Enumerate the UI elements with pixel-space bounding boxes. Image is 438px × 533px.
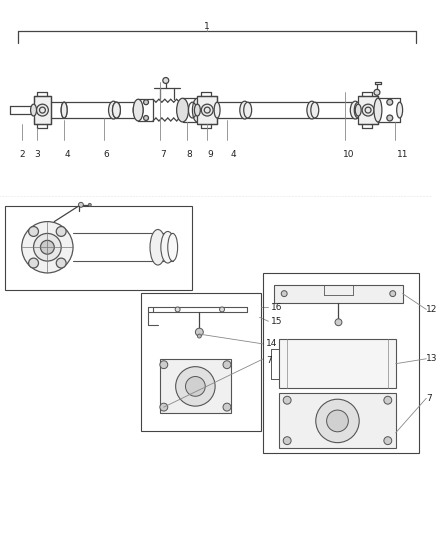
Circle shape [144, 100, 148, 104]
Circle shape [387, 115, 393, 121]
Text: 3: 3 [35, 150, 40, 159]
Ellipse shape [133, 99, 143, 121]
Circle shape [144, 116, 148, 120]
Text: 7: 7 [426, 394, 432, 403]
Circle shape [223, 403, 231, 411]
Bar [264, 273, 420, 453]
Circle shape [283, 437, 291, 445]
Ellipse shape [61, 102, 67, 118]
Circle shape [374, 90, 380, 95]
Ellipse shape [307, 101, 317, 119]
Circle shape [219, 307, 225, 312]
Text: 1: 1 [205, 22, 210, 31]
Ellipse shape [192, 98, 202, 122]
Circle shape [384, 437, 392, 445]
Ellipse shape [327, 410, 348, 432]
Ellipse shape [374, 98, 382, 122]
Text: 13: 13 [426, 354, 438, 364]
Text: 14: 14 [266, 340, 278, 349]
Circle shape [390, 290, 396, 296]
Text: 11: 11 [397, 150, 408, 159]
Ellipse shape [397, 102, 403, 118]
Ellipse shape [176, 367, 215, 406]
Circle shape [281, 290, 287, 296]
Circle shape [28, 227, 39, 237]
Ellipse shape [186, 376, 205, 396]
Circle shape [283, 396, 291, 404]
Bar [141, 293, 261, 431]
Ellipse shape [316, 399, 359, 442]
Ellipse shape [113, 102, 120, 118]
Bar [358, 96, 378, 124]
Ellipse shape [161, 231, 175, 263]
Circle shape [335, 319, 342, 326]
Circle shape [88, 204, 91, 206]
Circle shape [198, 334, 201, 338]
Ellipse shape [355, 104, 361, 116]
Circle shape [201, 104, 213, 116]
Ellipse shape [31, 104, 36, 116]
Ellipse shape [240, 101, 250, 119]
Bar [160, 359, 231, 413]
Circle shape [362, 104, 374, 116]
Bar [34, 96, 51, 124]
Circle shape [387, 99, 393, 105]
Text: 15: 15 [272, 317, 283, 326]
Circle shape [56, 227, 66, 237]
Ellipse shape [113, 102, 120, 118]
Circle shape [160, 403, 168, 411]
Ellipse shape [61, 102, 67, 118]
Circle shape [40, 240, 54, 254]
Text: 9: 9 [207, 150, 213, 159]
Ellipse shape [133, 101, 143, 119]
Text: 16: 16 [272, 303, 283, 312]
Text: 6: 6 [104, 150, 110, 159]
Text: 7: 7 [160, 150, 166, 159]
Ellipse shape [244, 102, 252, 118]
Bar [5, 206, 192, 290]
Text: 4: 4 [230, 150, 236, 159]
Ellipse shape [194, 104, 200, 116]
Circle shape [56, 258, 66, 268]
Circle shape [160, 361, 168, 369]
Ellipse shape [109, 101, 118, 119]
Ellipse shape [214, 102, 220, 118]
Bar [279, 393, 396, 448]
Text: 10: 10 [343, 150, 354, 159]
Ellipse shape [350, 101, 360, 119]
Ellipse shape [354, 102, 362, 118]
Ellipse shape [311, 102, 319, 118]
Circle shape [384, 396, 392, 404]
Ellipse shape [150, 230, 166, 265]
Text: 4: 4 [64, 150, 70, 159]
Text: 2: 2 [19, 150, 25, 159]
Circle shape [78, 203, 83, 207]
Circle shape [36, 104, 48, 116]
Text: 7: 7 [266, 356, 272, 365]
Circle shape [175, 307, 180, 312]
Circle shape [34, 233, 61, 261]
Text: 12: 12 [426, 305, 438, 314]
Text: 8: 8 [187, 150, 192, 159]
Circle shape [22, 222, 73, 273]
Circle shape [223, 361, 231, 369]
Bar [198, 96, 217, 124]
Bar [279, 339, 396, 389]
Circle shape [195, 328, 203, 336]
Bar [274, 285, 403, 303]
Circle shape [28, 258, 39, 268]
Ellipse shape [168, 233, 178, 261]
Circle shape [163, 77, 169, 84]
Ellipse shape [177, 98, 188, 122]
